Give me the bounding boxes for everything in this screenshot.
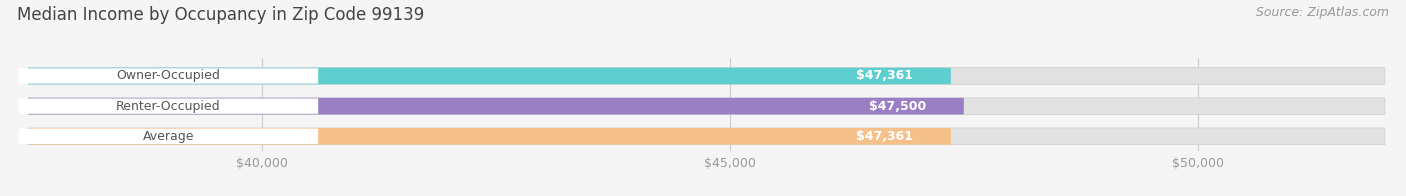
FancyBboxPatch shape <box>28 68 1385 84</box>
FancyBboxPatch shape <box>18 129 318 144</box>
FancyBboxPatch shape <box>28 128 950 145</box>
Text: $47,361: $47,361 <box>856 70 914 83</box>
FancyBboxPatch shape <box>18 68 318 84</box>
FancyBboxPatch shape <box>28 98 965 114</box>
Text: Renter-Occupied: Renter-Occupied <box>117 100 221 113</box>
Text: Average: Average <box>143 130 194 143</box>
Text: Source: ZipAtlas.com: Source: ZipAtlas.com <box>1256 6 1389 19</box>
FancyBboxPatch shape <box>28 98 1385 114</box>
FancyBboxPatch shape <box>18 98 318 114</box>
Text: $47,500: $47,500 <box>869 100 927 113</box>
FancyBboxPatch shape <box>28 128 1385 145</box>
Text: Owner-Occupied: Owner-Occupied <box>117 70 221 83</box>
Text: $47,361: $47,361 <box>856 130 914 143</box>
Text: Median Income by Occupancy in Zip Code 99139: Median Income by Occupancy in Zip Code 9… <box>17 6 425 24</box>
FancyBboxPatch shape <box>28 68 950 84</box>
